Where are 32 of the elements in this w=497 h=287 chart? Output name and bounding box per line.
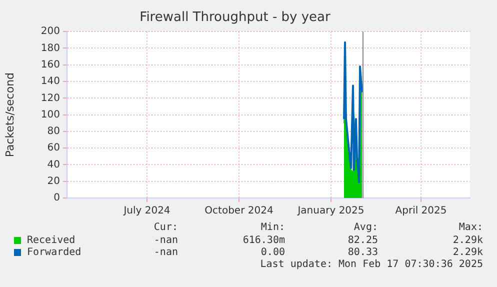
text: 0.00: [260, 247, 285, 258]
y-tick-label: 160: [40, 59, 60, 70]
text: 80.33: [348, 247, 378, 258]
y-tick-label: 100: [40, 109, 60, 120]
text: 2.29k: [452, 247, 483, 258]
y-tick-label: 180: [40, 42, 60, 54]
x-tick-label: January 2025: [296, 206, 364, 217]
text: -nan: [154, 247, 178, 258]
y-tick-label: 40: [47, 159, 60, 170]
text: -nan: [154, 235, 178, 246]
text: Min:: [260, 222, 285, 233]
text: Last update: Mon Feb 17 07:30:36 2025: [260, 259, 483, 270]
text: 2.29k: [452, 235, 483, 246]
text: Avg:: [354, 222, 378, 233]
chart-title: Firewall Throughput - by year: [140, 10, 332, 26]
y-tick-label: 0: [54, 192, 60, 204]
text: 82.25: [348, 235, 378, 246]
x-tick-label: April 2025: [395, 206, 447, 217]
y-axis-title: Packets/second: [3, 72, 16, 158]
y-tick-label: 140: [40, 76, 60, 88]
x-tick-label: July 2024: [122, 206, 170, 217]
legend-label: Forwarded: [27, 247, 82, 258]
y-tick-label: 80: [47, 126, 60, 138]
text: 616.30m: [242, 235, 285, 246]
y-tick-label: 120: [40, 92, 60, 104]
legend-label: Received: [27, 235, 76, 246]
y-tick-label: 20: [47, 176, 60, 187]
y-tick-label: 60: [47, 142, 60, 154]
y-tick-label: 200: [40, 26, 60, 38]
text: Max:: [458, 222, 483, 233]
text: Cur:: [154, 222, 178, 233]
x-tick-label: October 2024: [204, 206, 274, 217]
